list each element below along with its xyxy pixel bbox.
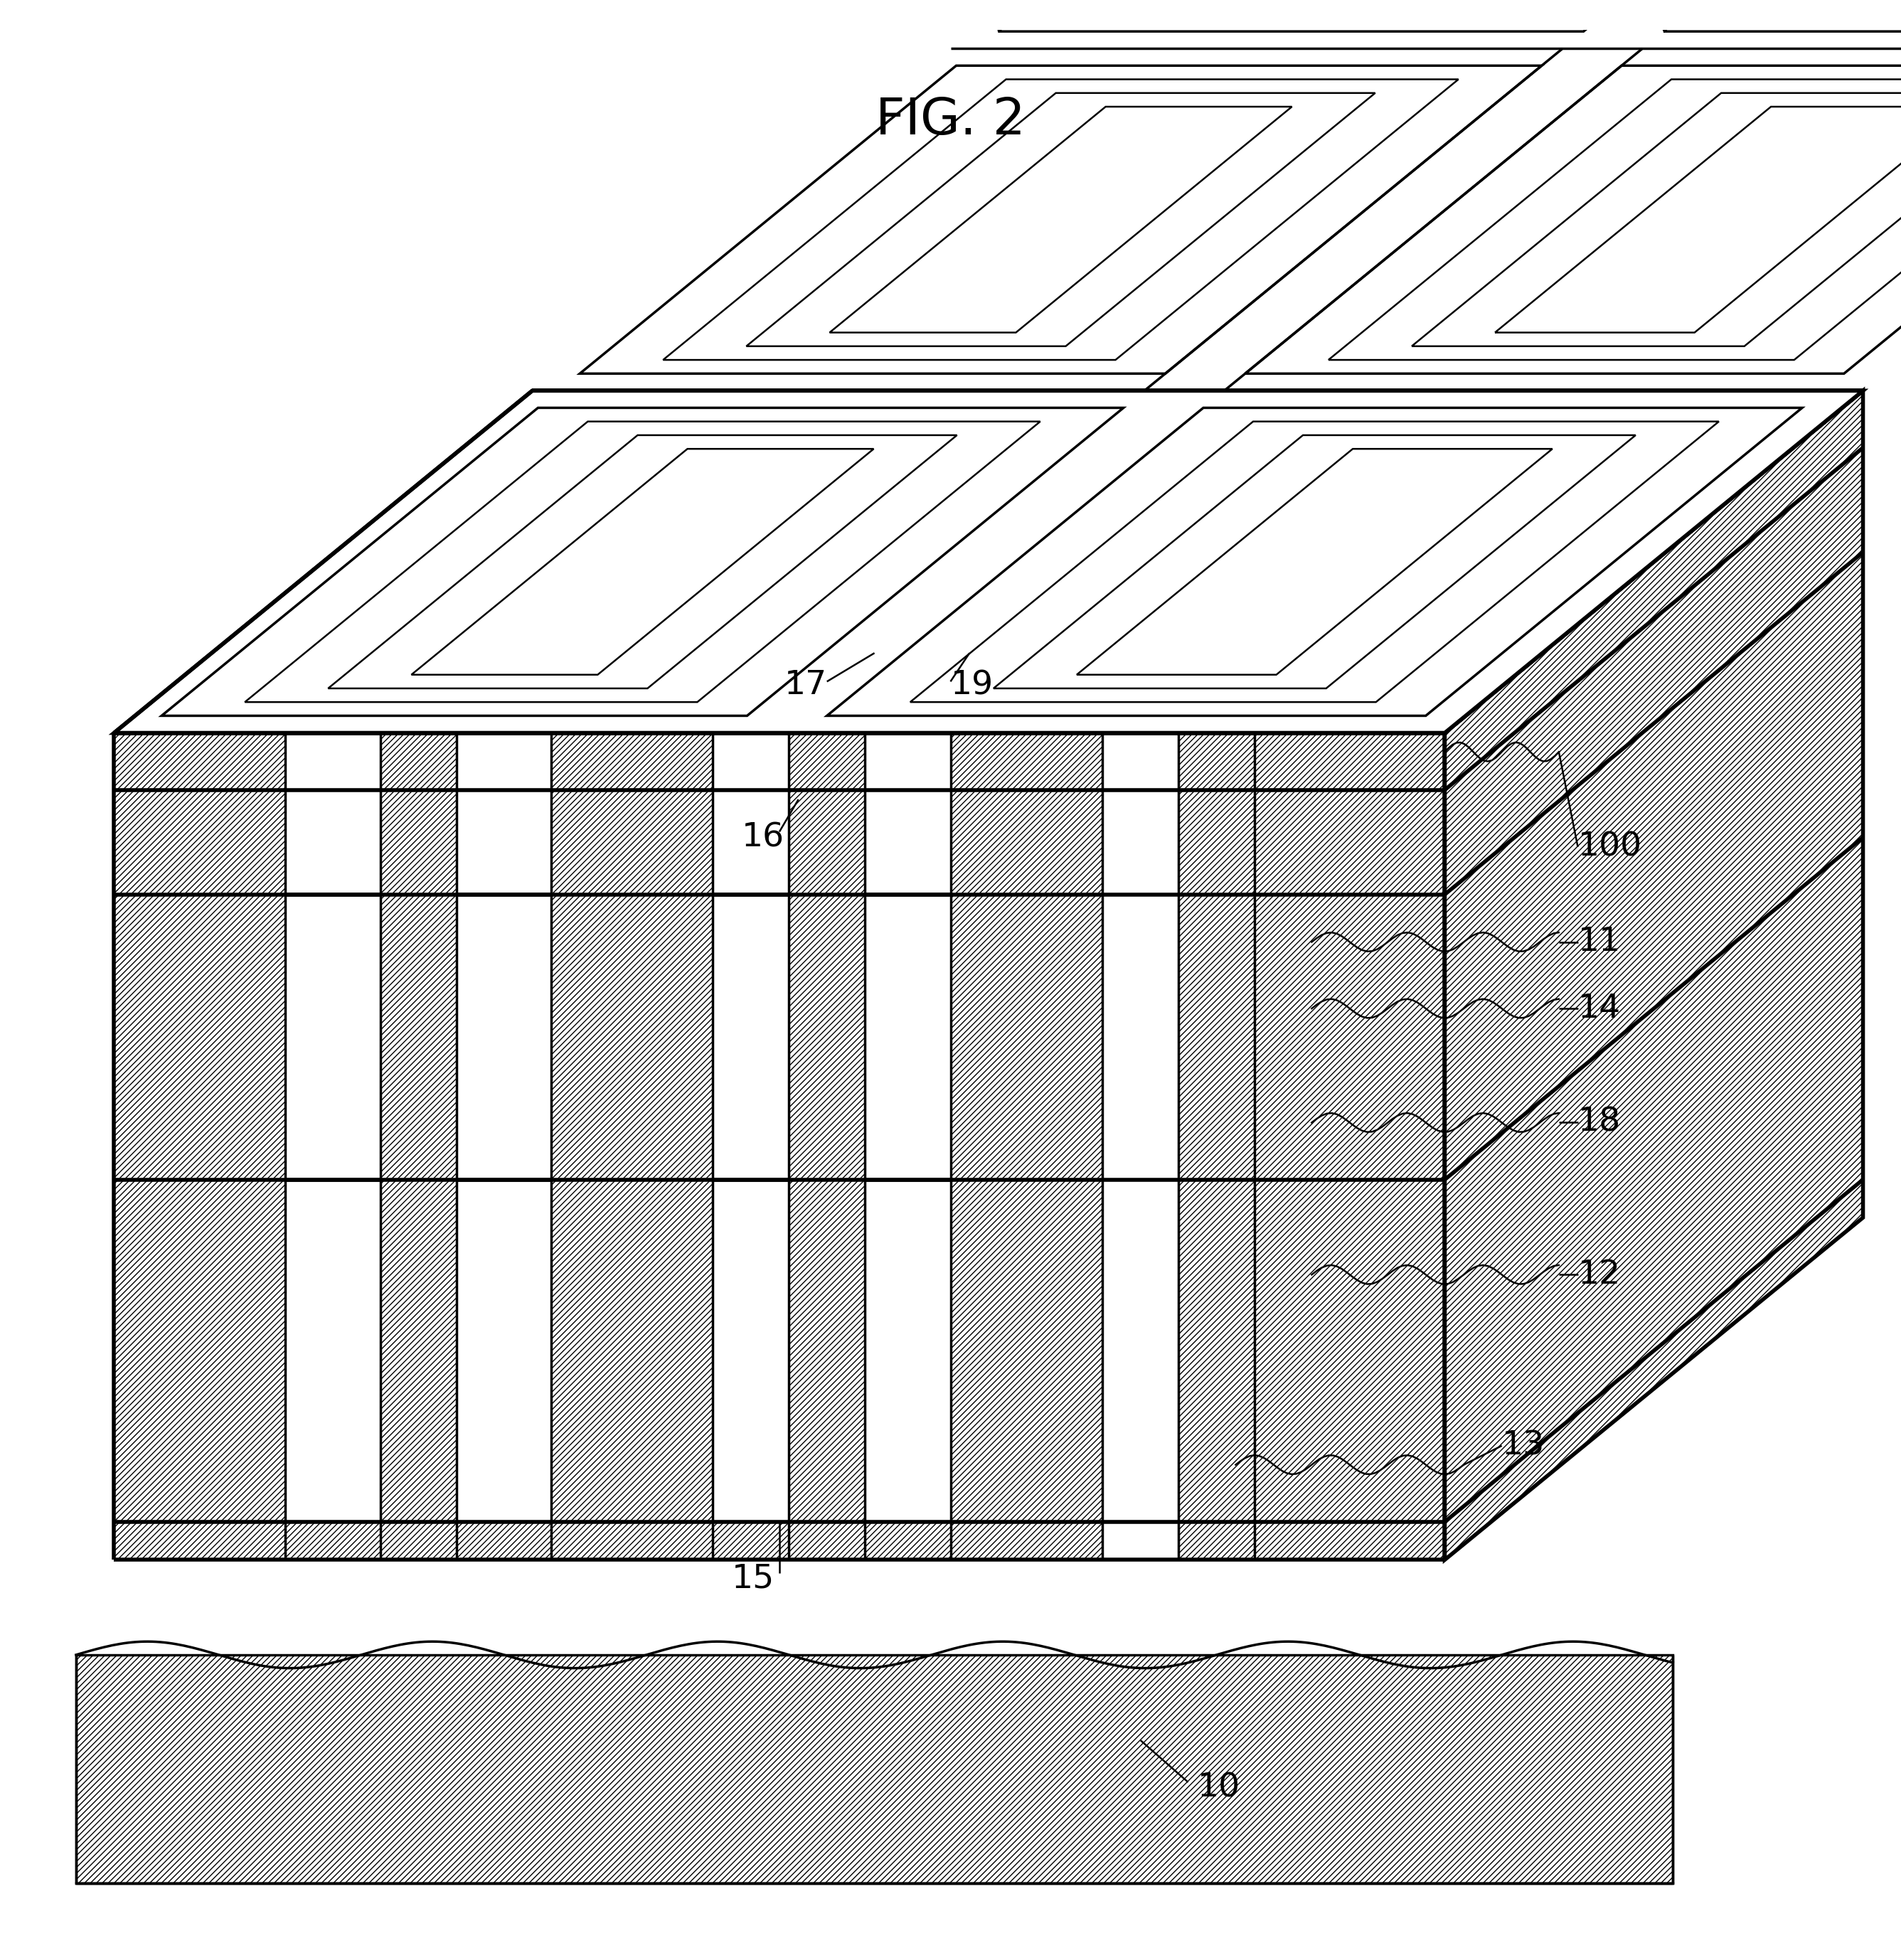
Text: 12: 12 [1578, 1258, 1622, 1290]
Polygon shape [1255, 733, 1445, 1560]
Text: 16: 16 [741, 821, 783, 853]
Text: 11: 11 [1578, 925, 1622, 958]
Polygon shape [950, 733, 1103, 1560]
Polygon shape [114, 390, 1863, 733]
Polygon shape [1179, 733, 1255, 1560]
Text: 100: 100 [1578, 831, 1642, 862]
Polygon shape [713, 1521, 950, 1560]
Text: 10: 10 [1198, 1772, 1239, 1803]
Polygon shape [456, 733, 551, 1560]
Polygon shape [114, 733, 285, 1560]
Text: 13: 13 [1502, 1429, 1546, 1462]
Polygon shape [285, 1521, 551, 1560]
Text: 19: 19 [950, 670, 994, 702]
Polygon shape [380, 733, 456, 1560]
Text: 14: 14 [1578, 992, 1622, 1025]
Text: FIG. 2: FIG. 2 [876, 96, 1025, 145]
Polygon shape [114, 733, 1445, 1560]
Polygon shape [789, 733, 865, 1560]
Polygon shape [76, 1654, 1673, 1884]
Polygon shape [865, 733, 950, 1560]
Text: 18: 18 [1578, 1107, 1622, 1139]
Polygon shape [285, 733, 380, 1560]
Polygon shape [551, 733, 713, 1560]
Text: 17: 17 [785, 670, 827, 702]
Polygon shape [1445, 390, 1863, 1560]
Text: 15: 15 [732, 1562, 776, 1595]
Polygon shape [713, 733, 789, 1560]
